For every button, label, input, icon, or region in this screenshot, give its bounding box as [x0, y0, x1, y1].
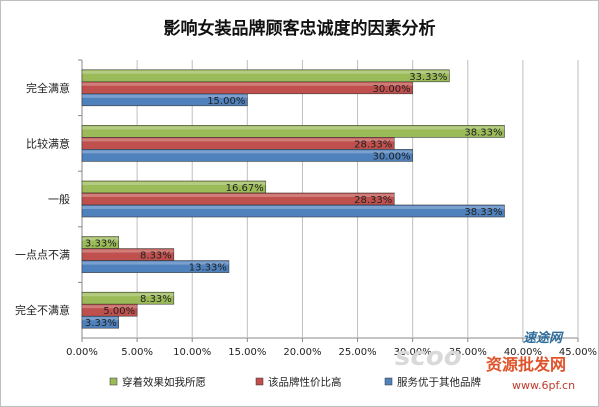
- data-labels: 33.33%30.00%15.00%38.33%28.33%30.00%16.6…: [85, 72, 503, 329]
- bar-highlight: [82, 206, 505, 209]
- legend-entry: 穿着效果如我所愿: [122, 376, 206, 389]
- data-label: 3.33%: [85, 239, 117, 250]
- x-tick-label: 40.00%: [504, 347, 542, 358]
- bar-highlight: [82, 70, 450, 74]
- legend-entry: 服务优于其他品牌: [397, 376, 481, 389]
- bar-highlight: [82, 249, 174, 253]
- x-tick-label: 15.00%: [228, 347, 266, 358]
- category-label: 完全不满意: [15, 303, 70, 317]
- chart-title: 影响女装品牌顾客忠诚度的因素分析: [163, 19, 436, 39]
- data-label: 8.33%: [140, 251, 172, 262]
- data-label: 16.67%: [226, 183, 264, 194]
- data-label: 8.33%: [140, 294, 172, 305]
- legend-swatch: [255, 377, 264, 386]
- data-label: 30.00%: [373, 151, 411, 162]
- bar: [81, 93, 248, 107]
- data-label: 5.00%: [103, 306, 135, 317]
- data-label: 38.33%: [464, 207, 502, 218]
- x-tick-label: 0.00%: [66, 347, 98, 358]
- legend-entry: 该品牌性价比高: [268, 376, 342, 389]
- x-tick-label: 20.00%: [283, 347, 321, 358]
- data-label: 13.33%: [189, 263, 227, 274]
- watermark: scoo 速途网 资源批发网 www.6pf.cn: [395, 330, 575, 392]
- x-tick-label: 35.00%: [449, 347, 487, 358]
- bar: [81, 204, 505, 218]
- x-tick-label: 10.00%: [173, 347, 211, 358]
- data-label: 28.33%: [354, 139, 392, 150]
- bar-highlight: [82, 138, 395, 142]
- category-label: 一点点不满: [15, 249, 70, 262]
- x-tick-label: 30.00%: [394, 347, 432, 358]
- x-tick-label: 5.00%: [121, 347, 153, 358]
- watermark-ziyuan: 资源批发网: [486, 355, 566, 374]
- data-label: 28.33%: [354, 195, 392, 206]
- category-label: 一般: [48, 193, 70, 206]
- data-label: 15.00%: [207, 96, 245, 107]
- bar-highlight: [82, 293, 174, 297]
- bar-highlight: [82, 261, 229, 265]
- bar-highlight: [82, 126, 505, 130]
- bars: [81, 69, 505, 329]
- bar-highlight: [82, 94, 248, 98]
- bar-highlight: [82, 305, 138, 309]
- bar-highlight: [82, 150, 413, 154]
- bar-highlight: [82, 182, 266, 185]
- bar-highlight: [82, 194, 395, 197]
- x-axis-ticks: 0.00% 5.00% 10.00% 15.00% 20.00% 25.00% 30.00%…: [66, 59, 597, 358]
- watermark-scoo: scoo: [395, 342, 462, 372]
- category-label: 比较满意: [26, 136, 70, 150]
- legend-swatch: [384, 377, 393, 386]
- bar-highlight: [82, 82, 413, 86]
- bar: [81, 149, 413, 162]
- x-tick-label: 25.00%: [338, 347, 376, 358]
- x-tick-label: 45.00%: [559, 347, 597, 358]
- data-label: 30.00%: [373, 84, 411, 95]
- watermark-sutu: 速途网: [523, 330, 564, 346]
- data-label: 38.33%: [464, 127, 502, 138]
- legend: 穿着效果如我所愿 该品牌性价比高 服务优于其他品牌: [109, 376, 481, 389]
- data-label: 33.33%: [409, 72, 447, 83]
- legend-swatch: [109, 377, 118, 386]
- watermark-url: www.6pf.cn: [512, 379, 575, 392]
- bar-highlight: [82, 317, 119, 321]
- bar-highlight: [82, 237, 119, 241]
- category-label: 完全满意: [26, 81, 70, 95]
- bar: [81, 260, 230, 273]
- data-label: 3.33%: [85, 318, 117, 329]
- bar: [81, 315, 120, 329]
